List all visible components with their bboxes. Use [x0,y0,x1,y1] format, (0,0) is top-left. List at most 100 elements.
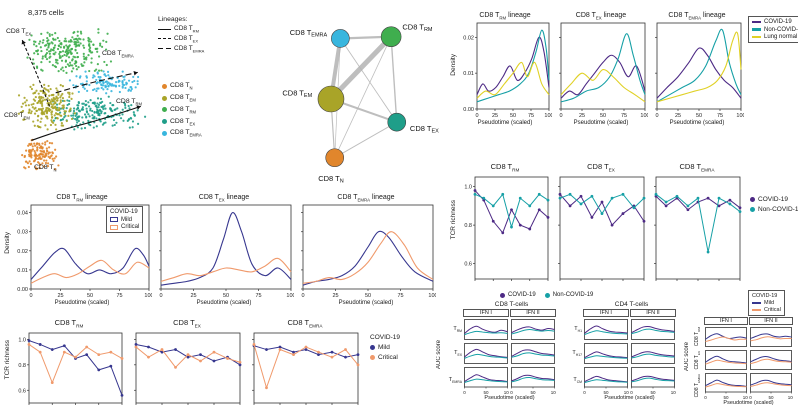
chart-title: CD8 TRM [490,162,520,173]
auc-right-legend: COVID-19 Mild Critical [748,290,785,316]
umap-label-tn: CD8 TN [34,164,57,173]
facet-strip-ifn1: IFN I [463,309,509,317]
auc-mini-plot [463,342,509,365]
svg-text:50: 50 [768,395,774,400]
noncovid-dot-swatch [750,207,755,212]
legend-item-mild: Mild [110,217,139,223]
legend-item-covid: COVID-19 [752,19,798,25]
density-plot: 0 25 50 75 100 0.00 0.01 0.02 [458,20,554,120]
auc-mini-plot: 0 50 100 [463,366,512,395]
critical-swatch [752,308,761,312]
noncovid-swatch [752,28,761,31]
celltype-legend-item-tem: CD8 TEM [162,94,202,102]
svg-text:100: 100 [144,293,152,299]
density-plot: 0 25 50 75 100 [296,202,438,300]
panel-density-top: Density CD8 TRM lineage 0 25 50 75 100 0.00 0.… [448,12,798,156]
density-top-chart-ex: CD8 TEX lineage 0 25 50 75 100 Pseudotime (s… [554,12,650,126]
legend-title: COVID-19 [752,293,778,299]
density-left-legend: COVID-19 Mild Critical [106,206,144,233]
density-plot: 0 25 50 75 100 0.00 0.01 0.02 0.03 0.04 [12,202,154,300]
svg-text:0: 0 [463,390,466,395]
celltype-legend-item-tn: CD8 TN [162,82,202,90]
svg-text:0.6: 0.6 [464,261,472,267]
svg-text:100: 100 [671,390,676,395]
tcr-plot: 0.6 0.8 1.0 [12,329,126,409]
svg-text:50: 50 [510,113,516,119]
density-plot: 0 25 50 75 100 [554,20,650,120]
auc-legend: COVID-19 Non-COVID-19 [500,292,593,298]
tcr-mid-ylabel: TCR richness [450,200,457,240]
svg-text:0: 0 [655,113,658,119]
svg-text:0: 0 [559,113,562,119]
auc-row-th17: TH17 [564,342,680,365]
auc-mini-plot [510,342,556,365]
tcr-plot [650,173,744,285]
legend-item-lungnormal: Lung normal [752,34,798,40]
density-top-legend: COVID-19 Non-COVID-19 Lung normal [748,16,798,43]
umap-label-tem: CD8 TEM [4,112,30,121]
svg-text:CD8 TEX: CD8 TEX [410,124,439,135]
covid-swatch [752,20,761,24]
svg-text:50: 50 [650,390,656,395]
svg-text:100: 100 [544,113,552,119]
svg-text:100: 100 [504,390,509,395]
density-plot: 0 25 50 75 100 [650,20,746,120]
legend-item-covid: COVID-19 [500,292,536,298]
svg-text:CD8 TEMRA: CD8 TEMRA [290,28,328,38]
svg-text:100: 100 [624,390,629,395]
density-left-ylabel: Density [4,232,11,254]
panel-tcr-mid: TCR richness CD8 TRM 0.6 0.8 1.0 CD8 TEX C… [448,158,798,292]
svg-text:75: 75 [397,293,403,299]
svg-text:0.01: 0.01 [17,268,28,274]
network-graph: CD8 TEMRA CD8 TRM CD8 TEM CD8 TEX CD8 TN [252,10,440,188]
svg-text:0: 0 [475,113,478,119]
x-axis-label: Pseudotime (scaled) [669,120,725,127]
auc-mini-plot [583,342,629,365]
tem-color-dot [162,95,167,101]
celltype-legend-item-trm: CD8 TRM [162,106,202,114]
density-left-chart-rm: CD8 TRM lineage 0 25 50 75 100 0.00 0.01 0.02 0.… [12,194,154,306]
chart-title: CD8 TEX [587,162,615,173]
panel-umap: 8,375 cells CD8 TEX CD8 TEMRA CD8 TRM CD… [4,2,248,192]
celltype-legend-item-tex: CD8 TEX [162,118,202,126]
auc-right-ylabel: AUC score [684,342,690,372]
svg-text:75: 75 [717,113,723,119]
chart-title: CD8 TEMRA [287,318,323,329]
legend-item-covid: COVID-19 [750,196,798,203]
celltype-legend: CD8 TN CD8 TEM CD8 TRM CD8 TEX CD8 TEMRA [162,82,202,138]
trm-color-dot [162,107,167,113]
svg-text:0.00: 0.00 [17,287,28,293]
umap-label-temra: CD8 TEMRA [102,50,134,59]
auc-mini-plot: 0 50 100 [704,372,751,400]
svg-text:0: 0 [159,293,162,299]
svg-text:0: 0 [749,395,752,400]
panel-density-left: Density CD8 TRM lineage 0 25 50 75 100 0.00 0.… [2,194,438,318]
umap-label-tex: CD8 TEX [6,28,32,37]
legend-title: COVID-19 [110,209,138,215]
legend-item-critical: Critical [110,224,139,230]
auc-mini-plot: 0 50 100 [630,366,679,395]
tcr-plot: 0.6 0.8 1.0 [458,173,552,285]
svg-text:0: 0 [704,395,707,400]
x-axis-label: Pseudotime (scaled) [723,400,774,406]
panel-auc-right: COVID-19 Mild Critical AUC score IFN I I… [684,290,798,412]
covid-dot-swatch [500,292,505,298]
svg-text:100: 100 [640,113,648,119]
tcr-mid-chart-ex: CD8 TEX [554,162,648,285]
mild-swatch [752,301,761,305]
dashed-line-swatch [158,38,171,40]
mild-dot-swatch [370,345,375,350]
chart-title: CD8 TEMRA lineage [668,12,726,21]
legend-item-noncovid: Non-COVID-19 [752,27,798,33]
legend-item-critical: Critical [370,354,400,361]
svg-text:100: 100 [788,395,793,400]
svg-text:0: 0 [583,390,586,395]
svg-text:0.02: 0.02 [17,249,28,255]
legend-item-mild: Mild [752,300,781,306]
critical-dot-swatch [370,355,375,360]
svg-text:0: 0 [630,390,633,395]
svg-text:0.8: 0.8 [18,362,26,368]
